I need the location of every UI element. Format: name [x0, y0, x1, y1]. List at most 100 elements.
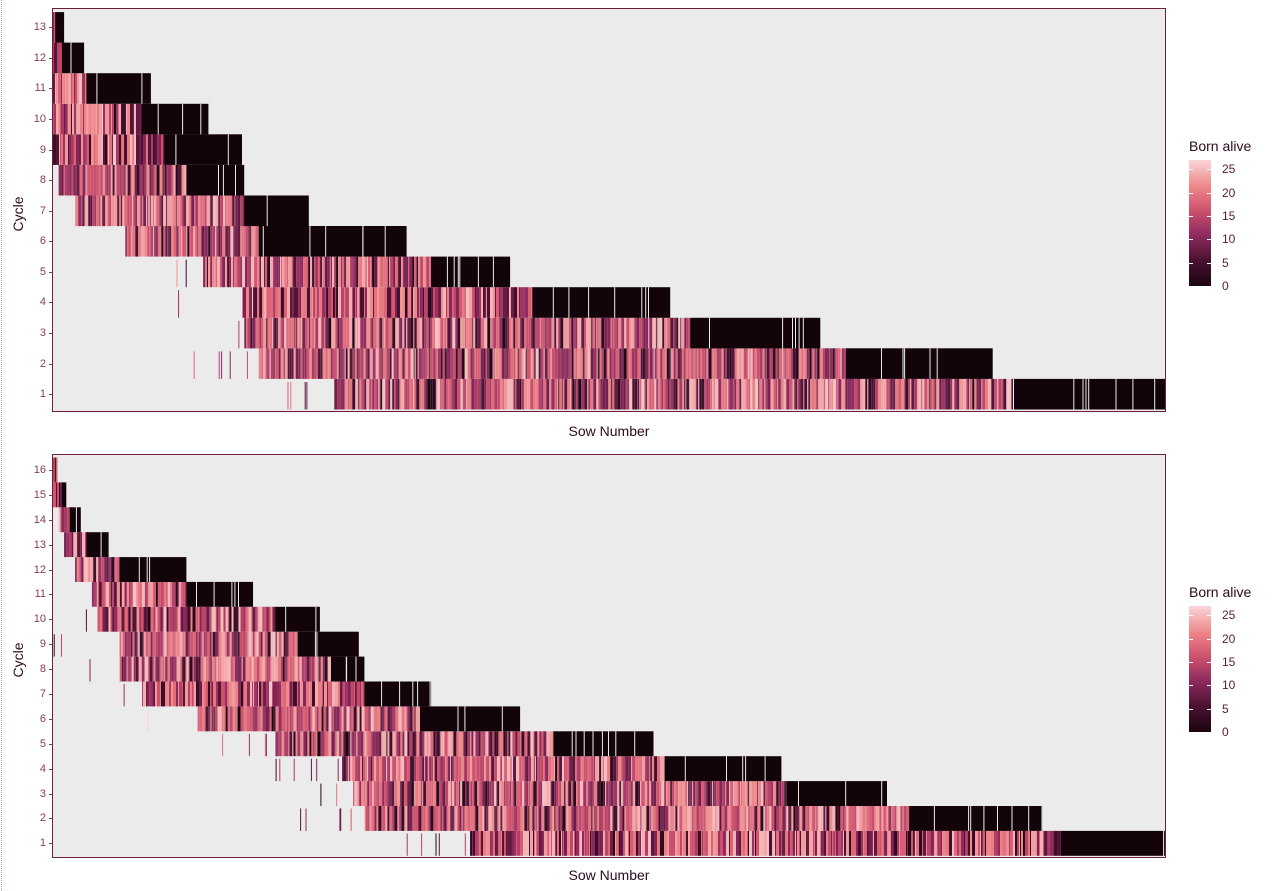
heatmap-cell	[687, 781, 689, 806]
heatmap-cell	[221, 656, 225, 682]
heatmap-cell	[566, 806, 569, 831]
heatmap-cell	[451, 317, 453, 349]
heatmap-cell	[96, 581, 98, 607]
heatmap-cell	[833, 378, 837, 410]
heatmap-cell	[369, 781, 373, 806]
heatmap-cell	[92, 195, 95, 227]
heatmap-cell	[297, 656, 300, 682]
heatmap-cell	[941, 830, 942, 856]
heatmap-cell	[397, 806, 400, 831]
heatmap-cell	[796, 830, 797, 856]
heatmap-cell	[599, 806, 601, 831]
heatmap-cell	[200, 656, 204, 682]
heatmap-gap	[501, 706, 503, 732]
heatmap-cell	[901, 378, 905, 410]
heatmap-cell	[502, 317, 506, 349]
heatmap-cell	[242, 631, 246, 657]
heatmap-cell	[581, 317, 585, 349]
heatmap-cell	[82, 73, 85, 104]
heatmap-gap	[782, 317, 784, 349]
heatmap-cell	[737, 348, 740, 379]
heatmap-cell	[324, 656, 328, 682]
heatmap-cell	[317, 287, 319, 318]
heatmap-cell	[319, 681, 322, 707]
heatmap-cell	[712, 378, 714, 410]
heatmap-cell	[147, 708, 149, 732]
heatmap-cell	[370, 317, 373, 349]
heatmap-cell	[982, 378, 986, 410]
heatmap-cell	[253, 256, 255, 288]
heatmap-cell	[682, 806, 686, 831]
heatmap-cell	[192, 656, 194, 682]
heatmap-cell	[487, 317, 491, 349]
heatmap-cell	[633, 830, 636, 856]
heatmap-cell	[610, 830, 613, 856]
heatmap-cell	[398, 731, 401, 757]
heatmap-gap	[1082, 378, 1084, 410]
heatmap-cell	[706, 348, 708, 379]
heatmap-cell	[670, 781, 672, 806]
heatmap-cell	[707, 348, 709, 379]
heatmap-cell	[765, 348, 767, 379]
heatmap-cell	[897, 378, 899, 410]
heatmap-cell	[1028, 830, 1030, 856]
heatmap-cell	[144, 606, 147, 632]
heatmap-cell	[471, 830, 472, 856]
heatmap-cell	[380, 378, 383, 410]
heatmap-cell	[99, 164, 101, 196]
heatmap-cell	[475, 317, 478, 349]
heatmap-cell	[607, 806, 611, 831]
heatmap-cell	[658, 378, 661, 410]
heatmap-cell	[611, 348, 614, 379]
heatmap-cell	[559, 830, 561, 856]
heatmap-cell	[679, 378, 682, 410]
heatmap-cell	[649, 348, 653, 379]
heatmap-cell	[540, 348, 544, 379]
heatmap-cell	[393, 348, 397, 379]
heatmap-cell	[138, 226, 142, 257]
heatmap-cell	[961, 378, 964, 410]
heatmap-cell	[300, 348, 303, 379]
heatmap-cell	[580, 806, 582, 831]
heatmap-cell	[711, 348, 714, 379]
heatmap-cell	[537, 317, 540, 349]
heatmap-cell	[274, 656, 278, 682]
heatmap-cell	[600, 806, 604, 831]
heatmap-cell	[389, 348, 392, 379]
heatmap-cell	[477, 317, 481, 349]
heatmap-cell	[524, 731, 528, 757]
heatmap-cell	[616, 830, 618, 856]
heatmap-cell	[608, 830, 610, 856]
heatmap-cell	[564, 378, 568, 410]
heatmap-cell	[888, 378, 890, 410]
heatmap-cell	[472, 756, 476, 782]
heatmap-cell	[171, 164, 174, 196]
heatmap-cell	[299, 656, 302, 682]
heatmap-cell	[73, 532, 75, 558]
heatmap-cell	[517, 830, 520, 856]
heatmap-cell	[1017, 830, 1019, 856]
heatmap-cell	[126, 656, 128, 682]
heatmap-cell	[205, 256, 208, 288]
heatmap-cell	[527, 378, 531, 410]
heatmap-cell	[484, 756, 487, 782]
heatmap-cell	[164, 164, 167, 196]
y-tick-mark	[49, 519, 52, 521]
heatmap-cell	[482, 731, 486, 757]
heatmap-cell	[128, 606, 131, 632]
heatmap-cell	[220, 606, 224, 632]
heatmap-cell	[972, 830, 973, 856]
heatmap-cell	[667, 830, 669, 856]
heatmap-cell	[119, 195, 122, 227]
heatmap-cell	[552, 806, 555, 831]
heatmap-cell	[117, 195, 120, 227]
heatmap-cell	[346, 706, 350, 732]
heatmap-cell	[551, 378, 555, 410]
heatmap-cell	[101, 195, 103, 227]
heatmap-cell	[448, 781, 452, 806]
heatmap-cell	[341, 256, 343, 288]
heatmap-cell	[344, 287, 345, 318]
heatmap-cell	[1044, 830, 1047, 856]
heatmap-cell	[125, 226, 128, 257]
heatmap-cell	[226, 631, 230, 657]
